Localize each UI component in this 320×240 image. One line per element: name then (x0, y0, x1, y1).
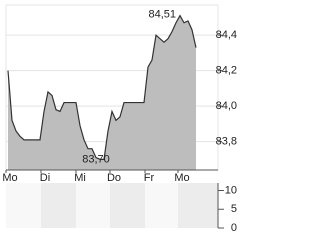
min-label: 83,70 (82, 153, 110, 165)
stripe (178, 183, 218, 228)
y-tick-label: 84,4 (216, 29, 237, 41)
stripe (6, 183, 41, 228)
stripe (76, 183, 110, 228)
stripe (145, 183, 178, 228)
x-tick-label: Do (107, 172, 121, 184)
x-tick-label: Di (40, 172, 50, 184)
stripe (41, 183, 76, 228)
stripe (110, 183, 145, 228)
y-tick-label: 83,8 (216, 136, 237, 148)
y-tick-label: 10 (225, 184, 237, 196)
chart: 83,8 84,0 84,2 84,4 84,51 83,70 Mo Di Mi Do Fr Mo 0 5… (2, 4, 237, 232)
y-tick-label: 84,2 (216, 65, 237, 77)
y-tick-label: 0 (231, 222, 237, 232)
y-tick-label: 5 (231, 203, 237, 215)
area (8, 15, 196, 171)
x-tick-label: Mo (174, 172, 189, 184)
x-tick-label: Mi (74, 172, 86, 184)
x-tick-label: Mo (2, 172, 17, 184)
x-tick-label: Fr (144, 172, 155, 184)
y-tick-label: 84,0 (216, 100, 237, 112)
line (7, 14, 197, 160)
max-label: 84,51 (148, 9, 176, 21)
